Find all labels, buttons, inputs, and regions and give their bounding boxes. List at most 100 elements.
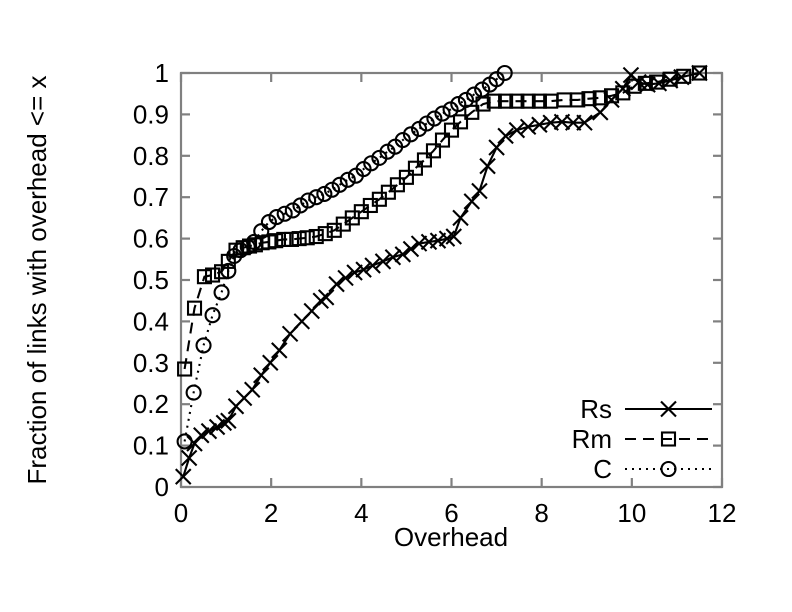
marker-square [196, 269, 212, 285]
x-tick-label: 2 [264, 498, 278, 528]
square-marker [398, 169, 414, 185]
marker-x [337, 269, 354, 287]
y-axis-tick-labels: 0 0.1 0.2 0.3 0.4 0.5 0.6 0.7 0.8 0.9 1 [133, 58, 169, 502]
marker-square [299, 230, 315, 246]
marker-square [691, 65, 708, 81]
x-marker [317, 289, 335, 306]
marker-circle [300, 192, 317, 209]
marker-square [486, 93, 502, 109]
square-marker [660, 431, 677, 447]
marker-square [177, 361, 193, 377]
y-tick-label: 0.8 [133, 141, 169, 171]
x-marker [215, 414, 233, 432]
circle-marker [213, 284, 230, 301]
series-Rs [175, 64, 708, 485]
data-series-group [175, 64, 708, 485]
marker-circle [232, 242, 249, 259]
x-axis-title: Overhead [394, 522, 508, 552]
x-marker [186, 435, 203, 452]
circle-marker [276, 205, 293, 222]
marker-circle [426, 110, 443, 127]
square-marker [498, 93, 514, 109]
circle-marker [245, 233, 263, 250]
marker-x [180, 449, 198, 467]
y-tick-label: 0.5 [133, 265, 169, 295]
circle-marker [402, 126, 419, 143]
x-tick-label: 12 [708, 498, 737, 528]
x-marker [271, 342, 288, 359]
circle-marker [185, 384, 202, 401]
y-tick-label: 0.1 [133, 431, 169, 461]
y-tick-label: 0.3 [133, 348, 169, 378]
x-marker [384, 248, 402, 266]
marker-square [407, 160, 423, 176]
x-tick-label: 6 [444, 498, 458, 528]
circle-marker [195, 337, 212, 354]
circle-marker [204, 307, 221, 324]
y-tick-label: 0 [155, 472, 169, 502]
marker-square [531, 93, 547, 109]
marker-x [402, 240, 420, 258]
marker-circle [331, 176, 348, 193]
x-marker [497, 127, 514, 145]
square-marker [425, 143, 442, 159]
x-tick-label: 10 [617, 498, 646, 528]
series-Rm [177, 65, 708, 377]
marker-x [317, 289, 335, 306]
x-marker [410, 235, 428, 252]
square-marker [520, 93, 536, 109]
circle-marker [268, 209, 285, 226]
x-marker [660, 400, 677, 418]
marker-x [175, 468, 192, 485]
marker-x [576, 114, 593, 131]
marker-circle [204, 307, 221, 324]
marker-square [637, 75, 653, 91]
square-marker [509, 93, 525, 109]
square-marker [570, 92, 586, 108]
marker-square [276, 231, 292, 247]
y-tick-label: 0.2 [133, 389, 169, 419]
marker-x [384, 248, 402, 266]
x-marker [346, 264, 363, 281]
square-marker [317, 226, 333, 242]
marker-x [445, 228, 462, 245]
circle-marker [394, 132, 411, 149]
marker-circle [496, 64, 513, 82]
legend-label-Rm: Rm [572, 424, 612, 454]
square-marker [676, 68, 692, 84]
series-C [176, 64, 513, 450]
marker-circle [195, 337, 212, 354]
marker-square [186, 300, 203, 316]
marker-circle [316, 185, 333, 202]
marker-circle [276, 205, 293, 222]
square-marker [276, 231, 292, 247]
marker-x [508, 121, 526, 139]
marker-x [479, 157, 496, 175]
marker-x [355, 261, 372, 278]
x-marker [394, 246, 412, 263]
square-marker [186, 300, 203, 316]
axes-border [179, 71, 724, 489]
square-marker [268, 233, 284, 249]
square-marker [603, 88, 620, 104]
marker-square [626, 78, 642, 94]
marker-square [509, 93, 525, 109]
square-marker [691, 65, 708, 81]
marker-circle [268, 209, 285, 226]
marker-x [488, 139, 505, 156]
square-marker [443, 122, 460, 138]
series-line-Rm [183, 71, 700, 370]
square-marker [291, 231, 307, 247]
square-marker [205, 267, 221, 283]
circle-marker [176, 433, 193, 450]
marker-square [581, 91, 597, 107]
circle-marker [465, 86, 483, 103]
x-tick-label: 4 [354, 498, 368, 528]
x-marker [479, 157, 496, 175]
marker-x [193, 427, 210, 444]
x-axis-ticks [179, 73, 724, 487]
marker-x [220, 412, 237, 430]
square-marker [626, 78, 642, 94]
circle-marker [339, 171, 356, 188]
marker-square [660, 431, 677, 447]
